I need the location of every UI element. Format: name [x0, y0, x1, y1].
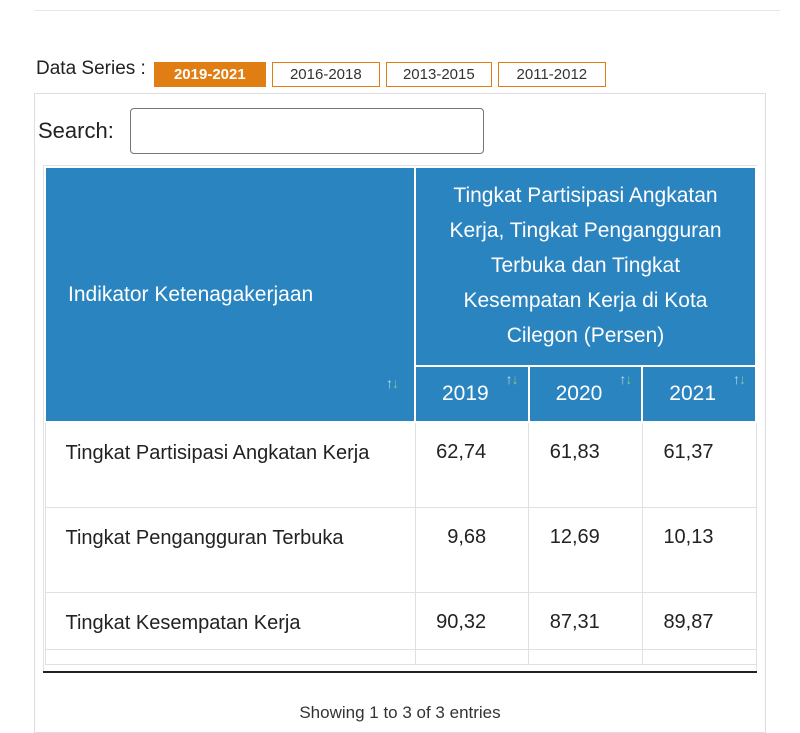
column-header-2020[interactable]: 2020 ↑↓ [527, 365, 644, 423]
row-label: Tingkat Kesempatan Kerja [44, 592, 416, 650]
search-input[interactable] [130, 108, 484, 154]
cell-value: 90,32 [414, 592, 530, 650]
search-label: Search: [38, 118, 114, 143]
empty-cell [44, 649, 416, 665]
sort-arrows-icon[interactable]: ↑↓ [505, 371, 519, 387]
table-info: Showing 1 to 3 of 3 entries [299, 703, 501, 722]
indicator-header-label: Indikator Ketenagakerjaan [68, 282, 314, 306]
cell-value: 9,68 [414, 507, 530, 593]
year-label: 2019 [441, 382, 489, 405]
column-header-indicator[interactable]: Indikator Ketenagakerjaan ↑↓ [44, 166, 416, 423]
row-label: Tingkat Partisipasi Angkatan Kerja [44, 421, 416, 508]
year-label: 2021 [669, 382, 717, 405]
series-button-2016-2018[interactable]: 2016-2018 [271, 62, 380, 87]
cell-value: 61,83 [528, 421, 643, 508]
column-header-2019[interactable]: 2019 ↑↓ [414, 365, 530, 423]
sort-arrows-icon[interactable]: ↑↓ [733, 371, 746, 387]
empty-cell [414, 649, 530, 665]
cell-value: 12,69 [528, 507, 643, 593]
column-header-2021[interactable]: 2021 ↑↓ [641, 365, 757, 423]
year-label: 2020 [555, 382, 603, 405]
sort-arrows-icon[interactable]: ↑↓ [619, 371, 632, 387]
cell-value: 62,74 [414, 421, 530, 508]
data-table: Indikator Ketenagakerjaan ↑↓ Tingkat Par… [44, 166, 757, 665]
table-row: Tingkat Pengangguran Terbuka 9,68 12,69 … [44, 507, 757, 593]
series-button-2013-2015[interactable]: 2013-2015 [385, 62, 492, 87]
row-label: Tingkat Pengangguran Terbuka [44, 507, 416, 593]
sort-arrows-icon[interactable]: ↑↓ [386, 375, 399, 391]
empty-cell [528, 649, 643, 665]
table-footer-row [44, 649, 757, 665]
empty-cell [641, 649, 757, 665]
cell-value: 10,13 [641, 507, 757, 593]
table-row: Tingkat Kesempatan Kerja 90,32 87,31 89,… [44, 592, 757, 650]
cell-value: 87,31 [528, 592, 643, 650]
data-series-selector: Data Series : 2019-2021 2016-2018 2013-2… [36, 57, 612, 89]
table-row: Tingkat Partisipasi Angkatan Kerja 62,74… [44, 421, 757, 508]
top-divider [35, 10, 780, 11]
cell-value: 89,87 [641, 592, 757, 650]
cell-value: 61,37 [641, 421, 757, 508]
series-button-2019-2021[interactable]: 2019-2021 [153, 62, 266, 87]
series-button-2011-2012[interactable]: 2011-2012 [497, 62, 606, 87]
group-header: Tingkat Partisipasi Angkatan Kerja, Ting… [414, 166, 757, 367]
data-series-label: Data Series : [36, 58, 146, 79]
table-bottom-border [43, 671, 757, 673]
